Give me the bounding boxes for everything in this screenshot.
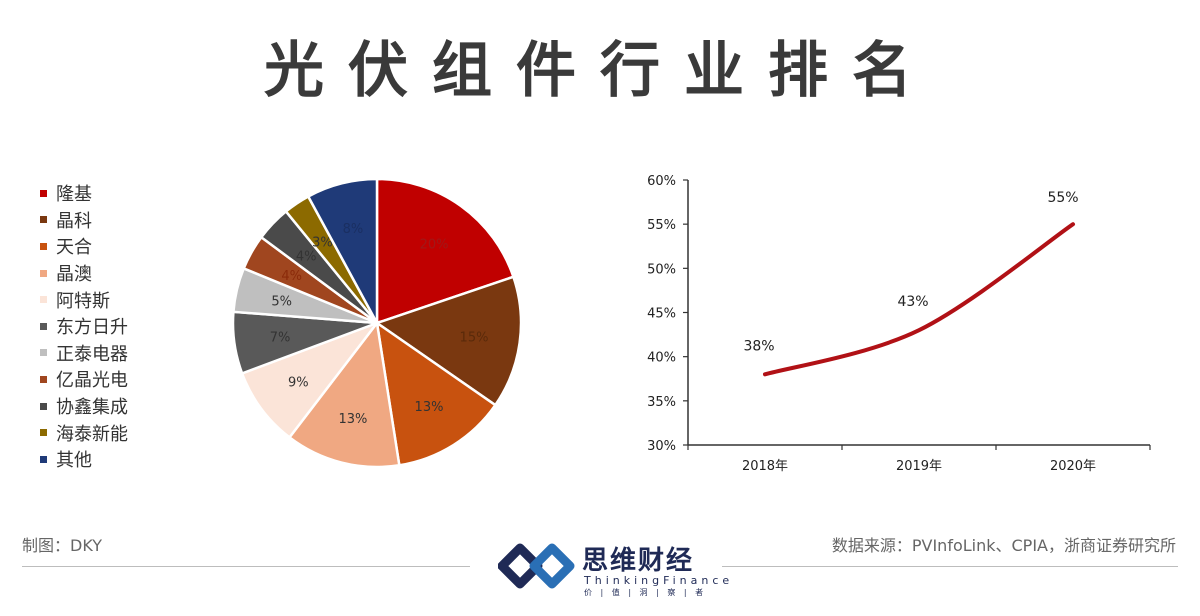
y-tick-label: 40%	[647, 351, 676, 366]
pie-value-label: 3%	[312, 236, 333, 251]
y-tick-label: 45%	[647, 307, 676, 322]
legend-label: 阿特斯	[56, 290, 110, 312]
legend-label: 亿晶光电	[56, 370, 128, 392]
legend-item: 其他	[40, 446, 128, 473]
footer-rule-right	[722, 566, 1178, 567]
pie-value-label: 7%	[270, 331, 291, 346]
y-tick-label: 50%	[647, 262, 676, 277]
y-tick-label: 55%	[647, 218, 676, 233]
legend-label: 晶科	[56, 210, 92, 232]
x-tick-label: 2018年	[742, 459, 788, 474]
data-source: 数据来源：PVInfoLink、CPIA，浙商证券研究所	[831, 536, 1176, 555]
pie-slice	[375, 320, 498, 467]
logo-english: ThinkingFinance	[584, 574, 734, 587]
pie-slice	[287, 319, 401, 469]
pie-slice	[240, 320, 381, 440]
pie-value-label: 5%	[271, 294, 292, 309]
data-label: 55%	[1047, 190, 1078, 206]
legend-item: 阿特斯	[40, 286, 128, 313]
legend-swatch	[40, 402, 47, 410]
pie-slice	[306, 180, 379, 324]
logo-icon	[497, 543, 575, 589]
legend-item: 晶科	[40, 207, 128, 234]
footer-rule-left	[22, 566, 470, 567]
pie-value-label: 13%	[415, 400, 444, 415]
legend-swatch	[40, 322, 47, 330]
legend-swatch	[40, 242, 47, 250]
pie-value-label: 20%	[420, 237, 449, 252]
legend-item: 天合	[40, 233, 128, 260]
legend-label: 其他	[56, 450, 92, 472]
y-tick-label: 30%	[647, 439, 676, 454]
logo-tagline: 价 | 值 | 洞 | 察 | 者	[584, 588, 707, 597]
legend-swatch	[40, 296, 47, 304]
line-chart: 30% 35% 40% 45% 50% 55% 60% 2018年 2019年 2020年 38% 4…	[647, 174, 1151, 474]
legend-item: 亿晶光电	[40, 366, 128, 393]
legend-swatch	[40, 189, 47, 197]
legend-label: 正泰电器	[56, 343, 128, 365]
legend-label: 隆基	[56, 184, 92, 206]
legend-label: 东方日升	[56, 317, 128, 339]
legend-label: 晶澳	[56, 264, 92, 286]
legend-item: 隆基	[40, 180, 128, 207]
pie-chart: 20%15%13%13%9%7%5%4%4%3%8%	[231, 180, 523, 469]
x-tick-label: 2020年	[1050, 459, 1096, 474]
data-label: 43%	[897, 294, 928, 310]
legend-item: 协鑫集成	[40, 393, 128, 420]
pie-value-label: 9%	[288, 375, 309, 390]
pie-legend: 隆基晶科天合晶澳阿特斯东方日升正泰电器亿晶光电协鑫集成海泰新能其他	[40, 180, 128, 473]
legend-swatch	[40, 269, 47, 277]
pie-value-label: 13%	[338, 412, 367, 427]
legend-item: 东方日升	[40, 313, 128, 340]
legend-swatch	[40, 349, 47, 357]
legend-label: 天合	[56, 237, 92, 259]
data-label: 38%	[743, 338, 774, 354]
brand-logo: 思维财经 ThinkingFinance 价 | 值 | 洞 | 察 | 者	[497, 536, 738, 600]
legend-label: 协鑫集成	[56, 397, 128, 419]
legend-swatch	[40, 455, 47, 463]
legend-item: 正泰电器	[40, 340, 128, 367]
page-title: 光伏组件行业排名	[264, 36, 936, 106]
pie-value-label: 4%	[296, 249, 317, 264]
y-tick-label: 35%	[647, 395, 676, 410]
pie-value-label: 8%	[343, 222, 364, 237]
legend-label: 海泰新能	[56, 423, 128, 445]
pie-value-label: 4%	[281, 269, 302, 284]
legend-swatch	[40, 216, 47, 224]
pie-value-label: 15%	[460, 331, 489, 346]
pie-slice	[374, 275, 523, 407]
legend-item: 海泰新能	[40, 419, 128, 446]
series-line	[763, 222, 1075, 377]
chart-author: 制图：DKY	[22, 536, 103, 555]
logo-name: 思维财经	[582, 546, 695, 576]
x-tick-label: 2019年	[896, 459, 942, 474]
legend-swatch	[40, 429, 47, 437]
legend-item: 晶澳	[40, 260, 128, 287]
legend-swatch	[40, 375, 47, 383]
y-tick-label: 60%	[647, 174, 676, 189]
